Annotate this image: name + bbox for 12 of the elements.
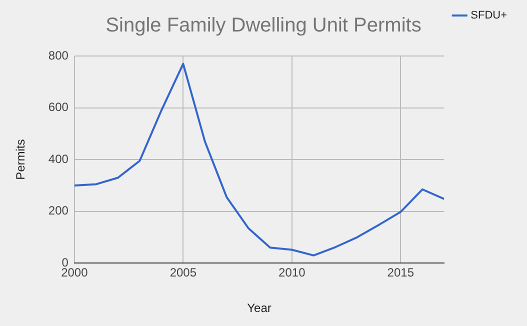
legend-label: SFDU+ [470, 10, 508, 22]
y-tick-label: 200 [48, 204, 69, 218]
y-tick-label: 400 [48, 152, 69, 166]
y-tick-label: 600 [48, 100, 69, 114]
x-tick-label: 2000 [61, 266, 88, 280]
y-tick-label: 800 [48, 48, 69, 62]
x-tick-label: 2015 [387, 266, 414, 280]
y-axis-title: Permits [14, 139, 28, 180]
x-tick-label: 2005 [170, 266, 197, 280]
x-axis-title: Year [247, 301, 272, 316]
chart-title: Single Family Dwelling Unit Permits [106, 14, 422, 37]
x-tick-label: 2010 [278, 266, 306, 280]
